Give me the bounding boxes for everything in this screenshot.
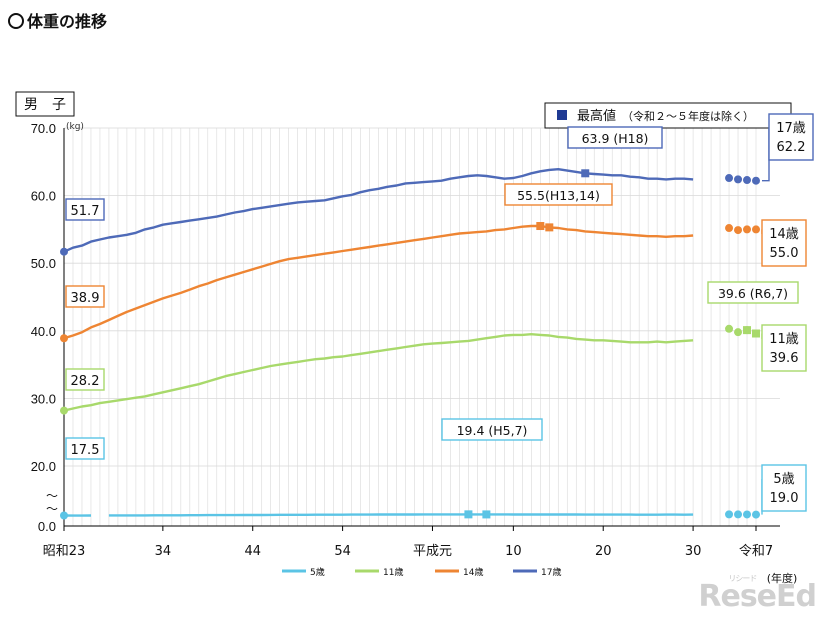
start-label: 38.9 <box>71 291 100 306</box>
max-legend-square-icon <box>557 110 567 120</box>
end-label-box <box>768 113 814 161</box>
end-label-box <box>761 219 807 267</box>
series-max-marker <box>536 222 545 231</box>
unit-label: (kg) <box>66 122 84 132</box>
watermark-logo: リシード ReseEd <box>698 574 817 614</box>
end-label: 14歳 55.0 <box>769 227 799 261</box>
max-legend-note: （令和２～５年度は除く） <box>622 109 754 123</box>
start-label: 17.5 <box>71 443 100 458</box>
y-tick-label: 70.0 <box>31 121 56 136</box>
axis-break-mark: 〜〜 <box>46 489 58 516</box>
axis-break-line: 〜 <box>46 502 58 516</box>
start-label: 28.2 <box>71 374 100 389</box>
legend-label: 17歳 <box>541 566 561 578</box>
gender-label: 男 子 <box>24 97 66 113</box>
series-recent-point <box>725 174 734 183</box>
x-axis-suffix: (年度) <box>767 571 798 585</box>
y-tick-label: 50.0 <box>31 256 56 271</box>
max-label-box <box>567 126 663 149</box>
end-label-leader <box>762 128 770 182</box>
series-recent-point <box>743 225 752 234</box>
series-max-marker <box>464 510 473 519</box>
axis-break-line: 〜 <box>46 489 58 503</box>
series-start-point <box>60 334 68 343</box>
series-start-point <box>60 406 68 415</box>
gender-label-box <box>15 91 75 117</box>
x-tick-label: 令和7 <box>739 544 773 559</box>
series-max-marker <box>482 510 491 519</box>
end-label-line: 11歳 <box>769 332 799 347</box>
series-recent-point <box>743 510 752 519</box>
end-label-line: 17歳 <box>776 121 806 136</box>
series-line <box>63 513 694 517</box>
y-tick-label: 20.0 <box>31 459 56 474</box>
start-label: 51.7 <box>71 204 100 219</box>
circle-icon <box>8 13 24 29</box>
start-label-box <box>65 368 105 391</box>
series-start-point <box>60 511 68 520</box>
series-line <box>63 333 694 412</box>
end-label: 17歳 62.2 <box>776 121 806 155</box>
end-label-line: 62.2 <box>777 140 806 155</box>
x-tick-label: 平成元 <box>413 544 452 559</box>
series-recent-point <box>725 510 734 519</box>
series-recent-point <box>734 226 743 235</box>
series-start-point <box>60 247 68 256</box>
page-title-text: 体重の推移 <box>27 12 108 31</box>
series-max-marker <box>581 169 590 178</box>
max-legend-label: 最高値 <box>577 108 616 124</box>
series-recent-point <box>725 324 734 333</box>
start-label-box <box>65 198 105 221</box>
series-line <box>63 224 694 340</box>
start-label-box <box>65 437 105 460</box>
series-recent-point <box>752 225 760 234</box>
x-tick-label: 44 <box>244 544 261 559</box>
x-tick-label: 30 <box>685 544 702 559</box>
page-title: 体重の推移 <box>8 8 107 32</box>
series-max-marker <box>752 329 760 338</box>
end-label-line: 55.0 <box>770 246 799 261</box>
end-label-line: 5歳 <box>773 472 794 487</box>
series-recent-point <box>734 175 743 184</box>
end-label-line: 19.0 <box>770 491 799 506</box>
x-tick-label: 20 <box>595 544 612 559</box>
legend-label: 11歳 <box>383 566 403 578</box>
series-recent-point <box>743 176 752 185</box>
x-tick-label: 34 <box>155 544 172 559</box>
end-label-box <box>761 464 807 512</box>
legend-label: 14歳 <box>463 566 483 578</box>
y-tick-label: 30.0 <box>31 391 56 406</box>
end-label-line: 14歳 <box>769 227 799 242</box>
legend-label: 5歳 <box>310 566 325 578</box>
max-label-box <box>707 281 799 304</box>
series-recent-point <box>752 510 760 519</box>
series-recent-point <box>734 510 743 519</box>
series-recent-point <box>734 328 743 337</box>
max-label-box <box>441 418 543 441</box>
series-recent-point <box>725 224 734 233</box>
y-tick-label: 60.0 <box>31 189 56 204</box>
y-tick-label: 40.0 <box>31 324 56 339</box>
max-label: 63.9 (H18) <box>582 131 649 146</box>
max-label: 39.6 (R6,7) <box>718 286 788 301</box>
max-label: 19.4 (H5,7) <box>457 423 528 438</box>
max-label: 55.5(H13,14) <box>517 188 600 203</box>
end-label-line: 39.6 <box>770 351 799 366</box>
watermark-text: ReseEd <box>698 579 817 614</box>
end-label: 5歳 19.0 <box>770 472 799 506</box>
max-label-box <box>504 183 613 206</box>
start-label-box <box>65 285 105 308</box>
end-label-box <box>761 324 807 372</box>
series-max-marker <box>743 326 752 335</box>
x-tick-label: 10 <box>505 544 522 559</box>
y-tick-label: 0.0 <box>38 519 56 534</box>
series-recent-point <box>752 176 760 185</box>
watermark-subtext: リシード <box>728 574 757 583</box>
series-max-marker <box>545 223 554 232</box>
x-tick-label: 昭和23 <box>43 544 86 559</box>
end-label: 11歳 39.6 <box>769 332 799 366</box>
x-tick-label: 54 <box>334 544 351 559</box>
